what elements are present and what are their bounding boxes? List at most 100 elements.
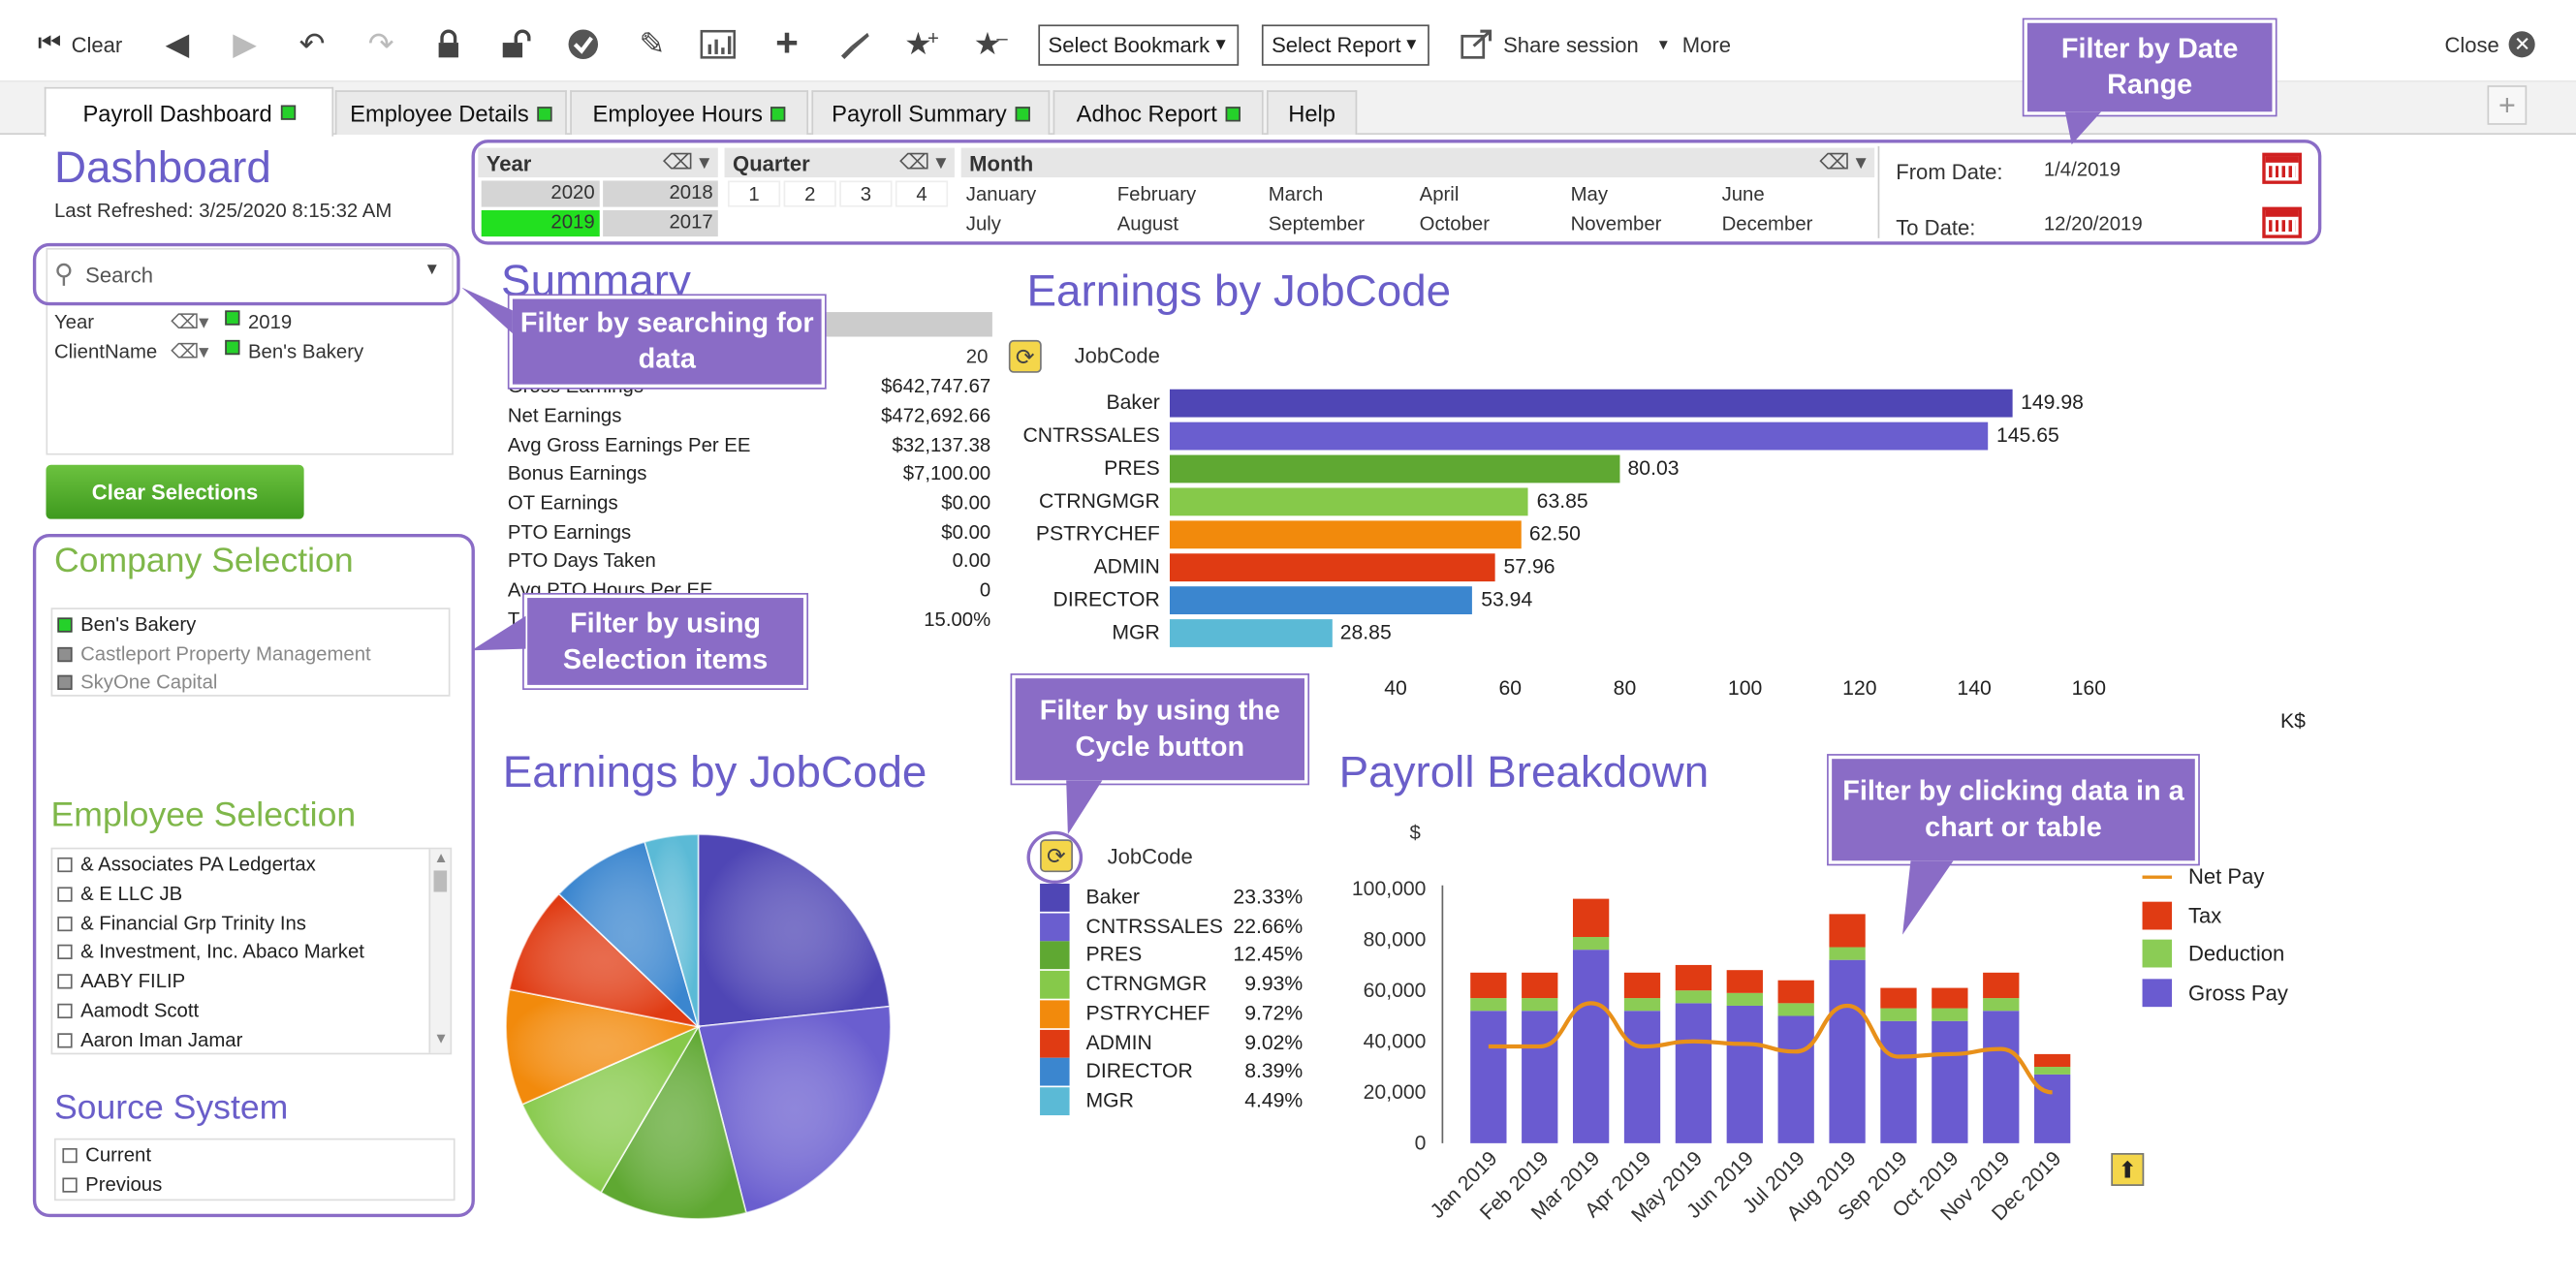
bar[interactable] xyxy=(1169,454,1620,484)
redo-icon[interactable]: ↷ xyxy=(367,26,394,62)
list-item[interactable]: Current xyxy=(62,1143,151,1167)
up-arrow-icon[interactable]: ⬆ xyxy=(2111,1153,2145,1186)
stacked-bar-segment[interactable] xyxy=(1829,959,1866,1143)
list-item[interactable]: Ben's Bakery xyxy=(57,612,196,636)
from-date-value[interactable]: 1/4/2019 xyxy=(2043,157,2121,181)
eraser-icon[interactable]: ⌫ ▾ xyxy=(899,149,947,174)
edit-icon[interactable]: ✎ xyxy=(639,26,666,62)
stacked-bar-segment[interactable] xyxy=(1675,990,1712,1004)
legend-item[interactable]: Deduction xyxy=(2142,940,2323,970)
calendar-icon[interactable] xyxy=(2262,152,2302,184)
net-pay-line[interactable] xyxy=(1488,1001,2053,1095)
checkbox[interactable] xyxy=(62,1147,78,1163)
stacked-bar-segment[interactable] xyxy=(1470,972,1507,999)
tab-payroll-summary[interactable]: Payroll Summary xyxy=(811,90,1051,136)
stacked-bar-segment[interactable] xyxy=(1522,1011,1558,1143)
stacked-bar-segment[interactable] xyxy=(1522,998,1558,1012)
summary-row[interactable]: Bonus Earnings $7,100.00 xyxy=(508,461,990,484)
forward-arrow-icon[interactable]: ▶ xyxy=(233,26,257,62)
close-button[interactable]: Close ✕ xyxy=(2444,23,2536,66)
year-cell[interactable]: 2017 xyxy=(603,209,718,237)
star-remove-icon[interactable]: ★ – xyxy=(973,26,1008,62)
stacked-bar-segment[interactable] xyxy=(1572,898,1610,938)
legend-item[interactable]: Net Pay xyxy=(2142,862,2323,892)
stacked-bar-segment[interactable] xyxy=(1932,987,1968,1009)
tab-help[interactable]: Help xyxy=(1266,90,1358,136)
add-tab-button[interactable]: + xyxy=(2487,85,2528,125)
legend-item[interactable]: Baker 23.33% xyxy=(1040,884,1303,912)
legend-item[interactable]: Gross Pay xyxy=(2142,979,2323,1009)
share-session-button[interactable]: Share session xyxy=(1461,23,1639,66)
list-item[interactable]: & Investment, Inc. Abaco Market xyxy=(57,940,364,962)
month-cell[interactable]: April xyxy=(1419,182,1460,205)
report-select[interactable]: Select Report ▼ xyxy=(1261,24,1429,66)
month-cell[interactable]: September xyxy=(1268,211,1366,235)
list-item[interactable]: Aaron Iman Jamar xyxy=(57,1028,242,1051)
stacked-bar-segment[interactable] xyxy=(1726,992,1763,1006)
more-button[interactable]: ▼ More xyxy=(1656,23,1731,66)
pie-chart[interactable] xyxy=(493,829,904,1240)
brush-icon[interactable] xyxy=(834,24,874,64)
eraser-icon[interactable]: ⌫ ▾ xyxy=(662,149,710,174)
eraser-icon[interactable]: ⌫ ▾ xyxy=(1819,149,1867,174)
checkbox[interactable] xyxy=(57,1032,73,1047)
scroll-up-icon[interactable]: ▲ xyxy=(433,849,449,866)
bar[interactable] xyxy=(1169,586,1473,615)
cycle-icon[interactable]: ⟳ xyxy=(1008,339,1042,373)
bar[interactable] xyxy=(1169,619,1333,647)
star-add-icon[interactable]: ★ + xyxy=(904,26,939,62)
tab-adhoc-report[interactable]: Adhoc Report xyxy=(1052,90,1264,136)
stacked-bar-segment[interactable] xyxy=(1829,947,1866,960)
list-item[interactable]: & Associates PA Ledgertax xyxy=(57,853,316,876)
checkbox[interactable] xyxy=(57,916,73,931)
bookmark-select[interactable]: Select Bookmark ▼ xyxy=(1038,24,1240,66)
stacked-bar-segment[interactable] xyxy=(1623,1011,1661,1143)
checkbox[interactable] xyxy=(57,857,73,872)
undo-icon[interactable]: ↶ xyxy=(298,26,326,62)
bar[interactable] xyxy=(1169,389,2013,418)
year-cell[interactable]: 2020 xyxy=(481,180,600,207)
lock-icon[interactable] xyxy=(428,24,468,64)
tab-payroll-dashboard[interactable]: Payroll Dashboard xyxy=(44,86,334,137)
stacked-bar-segment[interactable] xyxy=(2033,1053,2071,1068)
list-item[interactable]: Previous xyxy=(62,1172,162,1196)
bar[interactable] xyxy=(1169,553,1496,582)
stacked-bar-segment[interactable] xyxy=(1983,972,2020,999)
stacked-bar-segment[interactable] xyxy=(1572,950,1610,1143)
summary-row[interactable]: PTO Earnings $0.00 xyxy=(508,520,990,544)
check-icon[interactable] xyxy=(563,24,603,64)
checkbox[interactable] xyxy=(57,1002,73,1018)
stacked-bar-segment[interactable] xyxy=(1470,998,1507,1012)
legend-item[interactable]: PRES 12.45% xyxy=(1040,942,1303,970)
summary-row[interactable]: OT Earnings $0.00 xyxy=(508,491,990,515)
stacked-bar-segment[interactable] xyxy=(1675,1003,1712,1143)
month-cell[interactable]: February xyxy=(1116,182,1197,205)
back-arrow-icon[interactable]: ◀ xyxy=(165,26,190,62)
stacked-bar-segment[interactable] xyxy=(1880,987,1917,1009)
legend-item[interactable]: DIRECTOR 8.39% xyxy=(1040,1058,1303,1086)
month-cell[interactable]: May xyxy=(1570,182,1609,205)
stacked-bar-segment[interactable] xyxy=(1522,972,1558,999)
search-input[interactable]: ⚲ Search ▼ xyxy=(49,256,447,296)
stacked-bar-segment[interactable] xyxy=(1623,998,1661,1012)
add-icon[interactable]: + xyxy=(775,21,799,66)
legend-item[interactable]: CTRNGMGR 9.93% xyxy=(1040,971,1303,999)
stacked-bar-segment[interactable] xyxy=(1726,1005,1763,1143)
eraser-icon[interactable]: ⌫▾ xyxy=(171,310,209,334)
summary-row[interactable]: Net Earnings $472,692.66 xyxy=(508,404,990,427)
calendar-icon[interactable] xyxy=(2262,206,2302,238)
legend-item[interactable]: Tax xyxy=(2142,901,2323,931)
stacked-bar-segment[interactable] xyxy=(1777,1003,1814,1016)
stacked-bar-segment[interactable] xyxy=(1726,970,1763,993)
stacked-bar-segment[interactable] xyxy=(1675,964,1712,991)
checkbox[interactable] xyxy=(57,943,73,959)
list-item[interactable]: Aamodt Scott xyxy=(57,999,199,1021)
checkbox[interactable] xyxy=(57,973,73,988)
quarter-cell[interactable]: 1 xyxy=(727,180,781,207)
to-date-value[interactable]: 12/20/2019 xyxy=(2043,211,2143,235)
year-cell[interactable]: 2018 xyxy=(603,180,718,207)
list-item[interactable]: SkyOne Capital xyxy=(57,671,217,693)
stacked-bar-segment[interactable] xyxy=(1777,980,1814,1004)
clear-selections-button[interactable]: Clear Selections xyxy=(46,464,304,519)
